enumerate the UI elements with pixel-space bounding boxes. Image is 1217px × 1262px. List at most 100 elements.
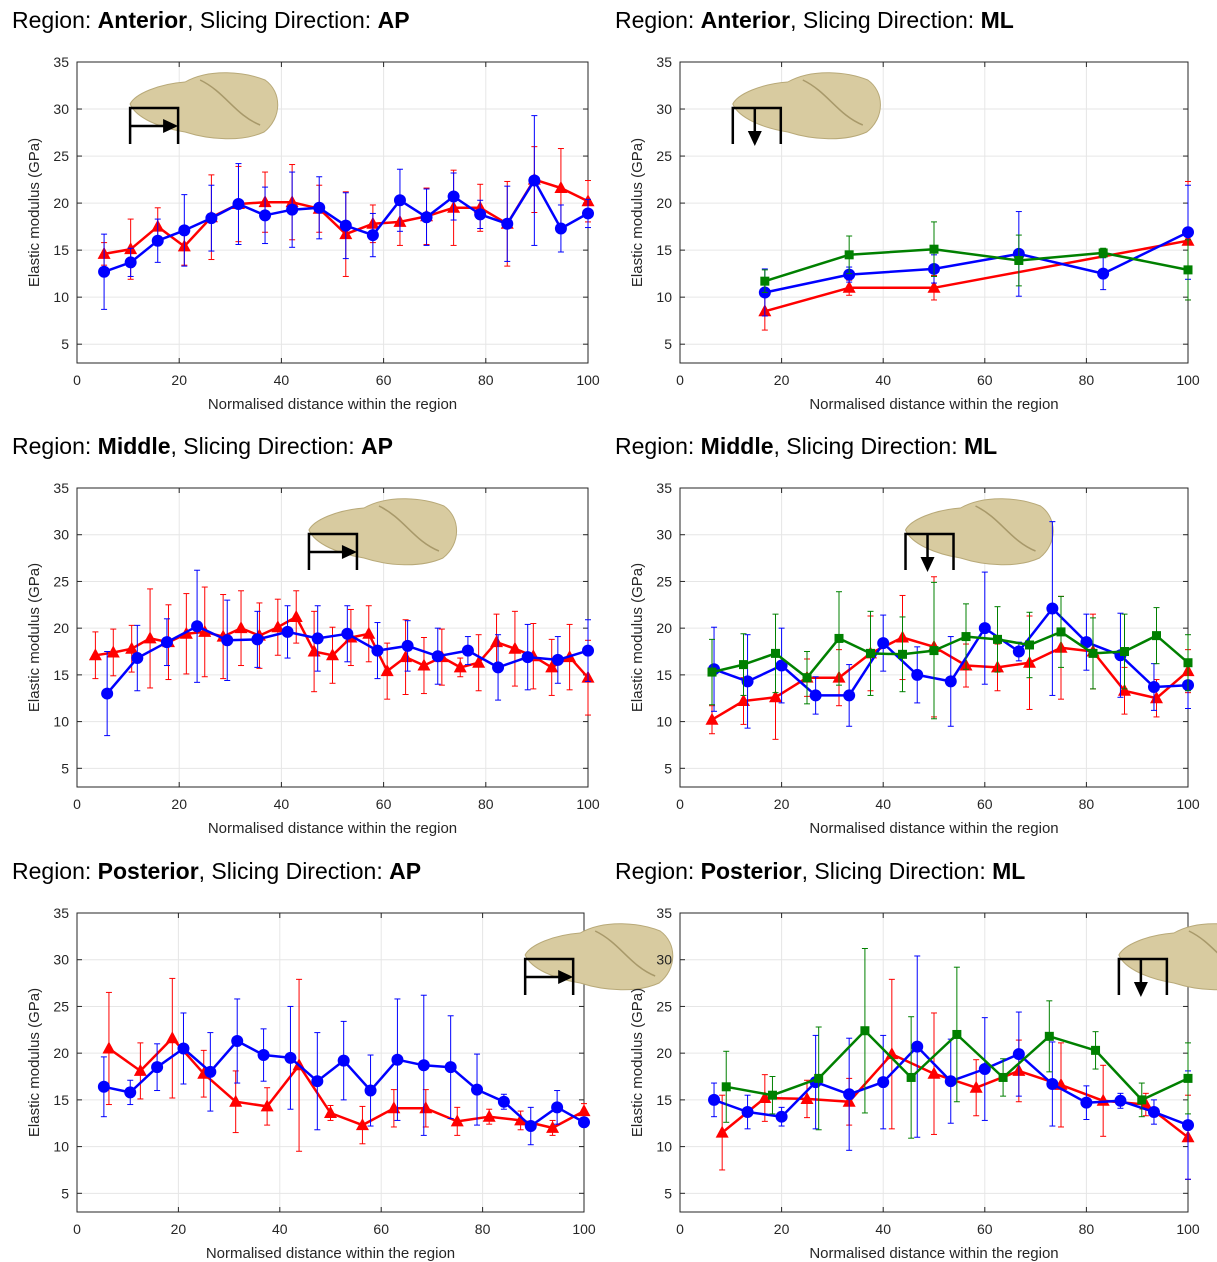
x-tick-label: 0 (73, 1221, 81, 1237)
y-tick-label: 30 (656, 952, 672, 968)
x-tick-label: 20 (171, 1221, 187, 1237)
series-line (711, 630, 1189, 679)
data-point (554, 222, 567, 235)
data-point (234, 621, 248, 634)
data-point (125, 641, 139, 654)
skull-icon (1118, 923, 1217, 991)
x-tick-label: 0 (73, 796, 81, 812)
data-point (160, 636, 173, 649)
data-point (1056, 627, 1066, 637)
y-tick-label: 15 (656, 1092, 672, 1108)
data-point (1118, 683, 1131, 696)
y-tick-label: 30 (53, 101, 69, 117)
data-point (1183, 1073, 1193, 1083)
data-point (978, 622, 991, 635)
data-point (371, 644, 384, 657)
title-part: AP (361, 433, 393, 459)
title-part: Anterior (701, 7, 791, 33)
x-axis-label: Normalised distance within the region (809, 820, 1058, 837)
data-point (490, 635, 504, 648)
data-point (1120, 647, 1129, 657)
title-part: Region: (12, 858, 98, 884)
data-point (98, 265, 111, 278)
data-point (101, 687, 114, 700)
series-line (764, 231, 1189, 294)
y-tick-label: 15 (53, 242, 69, 258)
x-tick-label: 60 (977, 1221, 993, 1237)
title-part: , Slicing Direction: (802, 858, 992, 884)
data-point (739, 660, 748, 670)
data-point (311, 1075, 324, 1088)
data-point (311, 632, 324, 645)
arrow-right-icon (163, 119, 179, 133)
data-point (221, 634, 234, 647)
axes-box (76, 912, 585, 1213)
data-point (453, 660, 467, 673)
data-point (546, 1120, 560, 1133)
chart-panel-1: Region: Anterior, Slicing Direction: AP 0… (12, 7, 600, 413)
data-point (497, 1095, 510, 1108)
y-tick-label: 5 (61, 336, 69, 352)
data-point (366, 229, 379, 242)
chart-panel-2: Region: Anterior, Slicing Direction: ML 0… (615, 7, 1200, 413)
y-axis-label: Elastic modulus (GPa) (629, 563, 646, 712)
x-tick-label: 0 (676, 1221, 684, 1237)
slicing-box (904, 532, 955, 570)
y-tick-label: 25 (53, 998, 69, 1014)
data-point (1080, 1096, 1093, 1109)
x-tick-label: 80 (475, 1221, 491, 1237)
data-point (715, 1125, 729, 1138)
y-tick-label: 25 (656, 573, 672, 589)
data-point (842, 280, 856, 293)
data-point (898, 649, 908, 659)
x-tick-label: 40 (875, 1221, 891, 1237)
y-tick-label: 5 (61, 760, 69, 776)
data-point (151, 234, 164, 247)
series-circle (98, 115, 594, 310)
x-tick-label: 0 (676, 372, 684, 388)
skull-schematic (128, 72, 279, 144)
data-point (431, 650, 444, 663)
data-point (281, 625, 294, 638)
data-point (877, 1076, 890, 1089)
data-point (1014, 255, 1024, 265)
data-point (737, 694, 750, 707)
title-part: , Slicing Direction: (774, 433, 964, 459)
x-tick-label: 40 (875, 796, 891, 812)
skull-schematic (904, 498, 1054, 572)
series-square (707, 581, 1193, 720)
y-axis-label: Elastic modulus (GPa) (26, 138, 43, 287)
x-tick-label: 60 (977, 796, 993, 812)
data-point (514, 1113, 528, 1126)
data-point (1183, 658, 1193, 668)
data-point (961, 632, 971, 642)
series-circle (708, 955, 1194, 1180)
title-part: Middle (701, 433, 774, 459)
y-tick-label: 5 (664, 760, 672, 776)
x-tick-label: 100 (1176, 1221, 1200, 1237)
data-point (177, 1042, 190, 1055)
data-point (1147, 681, 1160, 694)
data-point (231, 1035, 244, 1048)
x-axis-label: Normalised distance within the region (809, 1245, 1058, 1262)
y-axis-label: Elastic modulus (GPa) (629, 988, 646, 1137)
slicing-box (1117, 957, 1169, 995)
data-point (364, 1084, 377, 1097)
x-tick-label: 80 (1079, 796, 1095, 812)
x-tick-label: 100 (1176, 796, 1200, 812)
data-point (771, 648, 781, 658)
data-point (906, 1072, 916, 1082)
data-point (339, 219, 352, 232)
data-point (944, 675, 957, 688)
data-point (420, 211, 433, 224)
title-part: , Slicing Direction: (199, 858, 389, 884)
skull-ridge (802, 79, 864, 126)
data-point (143, 631, 157, 644)
data-point (775, 1110, 788, 1123)
data-point (927, 1066, 941, 1079)
data-point (1147, 1106, 1160, 1119)
title-part: Middle (98, 433, 171, 459)
arrow-down-icon (1133, 982, 1148, 997)
x-tick-label: 40 (272, 1221, 288, 1237)
data-point (178, 224, 191, 237)
